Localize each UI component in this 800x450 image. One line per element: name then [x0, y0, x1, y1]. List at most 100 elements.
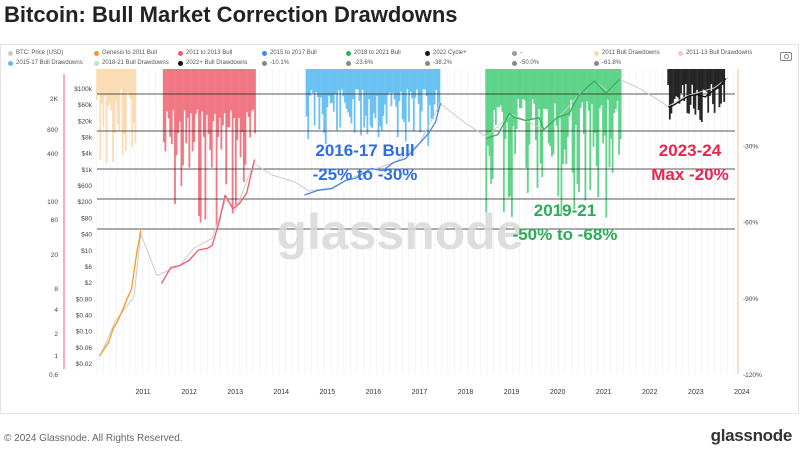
left-axis-a-label: 1 [54, 353, 58, 360]
left-axis-a-label: 2K [50, 96, 59, 103]
legend-label: -23.6% [354, 60, 374, 66]
legend-label: -10.1% [270, 60, 290, 66]
legend-swatch [425, 50, 430, 56]
legend-label: -38.2% [433, 60, 453, 66]
right-axis-label: -90% [743, 296, 758, 303]
right-axis-label: -120% [743, 372, 762, 379]
legend-item[interactable]: - [512, 50, 522, 56]
x-tick-label: 2021 [596, 389, 612, 396]
legend-swatch [425, 60, 430, 66]
legend-item[interactable]: 2011 Bull Drawdowns [594, 50, 660, 56]
watermark: glassnode [276, 204, 523, 260]
left-axis-a-label: 20 [51, 252, 59, 259]
legend-label: 2015-17 Bull Drawdowns [16, 60, 83, 66]
left-axis-b-label: $60k [78, 102, 93, 109]
legend-label: 2022+ Bull Drawdowns [186, 60, 248, 66]
legend-label: BTC: Price (USD) [16, 50, 64, 56]
left-axis-b-label: $20k [78, 118, 93, 125]
x-tick-label: 2023 [688, 389, 704, 396]
x-tick-label: 2022 [642, 389, 658, 396]
annotation-range: -25% to -30% [313, 165, 418, 184]
legend-swatch [94, 60, 99, 66]
legend-swatch [178, 60, 183, 66]
legend-item[interactable]: 2011 to 2013 Bull [178, 50, 232, 56]
legend-label: - [520, 50, 522, 56]
legend-item[interactable]: 2015 to 2017 Bull [262, 50, 317, 56]
left-axis-b-label: $4k [82, 151, 93, 158]
left-axis-b-label: $0.40 [76, 312, 93, 319]
left-axis-b-label: $0.02 [76, 361, 93, 368]
series-line [668, 78, 727, 108]
left-axis-a-label: 800 [47, 127, 58, 134]
legend-item[interactable]: -61.8% [594, 60, 621, 66]
legend-item[interactable]: 2015-17 Bull Drawdowns [8, 60, 83, 66]
annotation-title: 2016-17 Bull [315, 141, 414, 160]
legend-label: 2011 Bull Drawdowns [602, 50, 660, 56]
legend-swatch [8, 60, 13, 66]
legend-label: 2018 to 2021 Bull [354, 50, 401, 56]
legend-swatch [512, 60, 517, 66]
legend-label: 2015 to 2017 Bull [270, 50, 317, 56]
annotation-range: -50% to -68% [513, 225, 618, 244]
legend-item[interactable]: 2018 to 2021 Bull [346, 50, 401, 56]
legend-item[interactable]: 2018-21 Bull Drawdowns [94, 60, 169, 66]
series-line [98, 230, 142, 357]
camera-icon[interactable] [780, 52, 792, 61]
annotation-title: 2023-24 [659, 141, 722, 160]
legend-item[interactable]: 2011-13 Bull Drawdowns [678, 50, 752, 56]
x-tick-label: 2014 [273, 389, 289, 396]
legend-item[interactable]: -10.1% [262, 60, 289, 66]
left-axis-a-label: 100 [47, 199, 58, 206]
legend-item[interactable]: -23.6% [346, 60, 373, 66]
legend-label: Genesis to 2011 Bull [102, 50, 157, 56]
legend-swatch [8, 50, 13, 56]
x-tick-label: 2016 [366, 389, 382, 396]
x-tick-label: 2024 [734, 389, 750, 396]
legend-item[interactable]: -50.0% [512, 60, 539, 66]
x-tick-label: 2015 [320, 389, 336, 396]
legend-item[interactable]: Genesis to 2011 Bull [94, 50, 157, 56]
legend-item[interactable]: 2022+ Bull Drawdowns [178, 60, 248, 66]
legend-item[interactable]: 2022 Cycle+ [425, 50, 467, 56]
left-axis-a-label: 2 [54, 331, 58, 338]
legend-swatch [678, 50, 683, 56]
series-line [485, 78, 621, 140]
left-axis-b-label: $0.06 [76, 345, 93, 352]
right-axis-label: -60% [743, 220, 758, 227]
left-axis-a-label: 60 [51, 217, 59, 224]
x-tick-label: 2011 [136, 389, 151, 396]
legend-swatch [594, 50, 599, 56]
series-line [304, 102, 442, 196]
legend-item[interactable]: BTC: Price (USD) [8, 50, 63, 56]
x-tick-label: 2012 [181, 389, 197, 396]
x-tick-label: 2013 [227, 389, 243, 396]
annotation-title: 2019-21 [534, 201, 596, 220]
left-axis-b-label: $6 [85, 264, 93, 271]
left-axis-b-label: $80 [81, 215, 92, 222]
left-axis-a-label: 4 [54, 307, 58, 314]
x-tick-label: 2020 [550, 389, 566, 396]
left-axis-b-label: $8k [82, 135, 93, 142]
legend-swatch [346, 60, 351, 66]
left-axis-b-label: $0.80 [76, 296, 93, 303]
legend-item[interactable]: -38.2% [425, 60, 452, 66]
glassnode-logo: glassnode [710, 426, 793, 445]
left-axis-b-label: $100k [74, 86, 92, 93]
legend-swatch [594, 60, 599, 66]
legend-label: -50.0% [520, 60, 540, 66]
legend-label: -61.8% [602, 60, 622, 66]
legend-swatch [346, 50, 351, 56]
legend-label: 2018-21 Bull Drawdowns [102, 60, 169, 66]
series-line [160, 159, 256, 284]
legend-label: 2011-13 Bull Drawdowns [686, 50, 753, 56]
left-axis-b-label: $600 [78, 183, 93, 190]
chart-title: Bitcoin: Bull Market Correction Drawdown… [4, 2, 458, 27]
left-axis-b-label: $2 [85, 280, 93, 287]
copyright-text: © 2024 Glassnode. All Rights Reserved. [4, 433, 183, 444]
left-axis-b-label: $0.10 [76, 329, 93, 336]
left-axis-a-label: 400 [47, 151, 58, 158]
x-tick-label: 2018 [458, 389, 474, 396]
legend-swatch [178, 50, 183, 56]
legend-label: 2011 to 2013 Bull [186, 50, 233, 56]
